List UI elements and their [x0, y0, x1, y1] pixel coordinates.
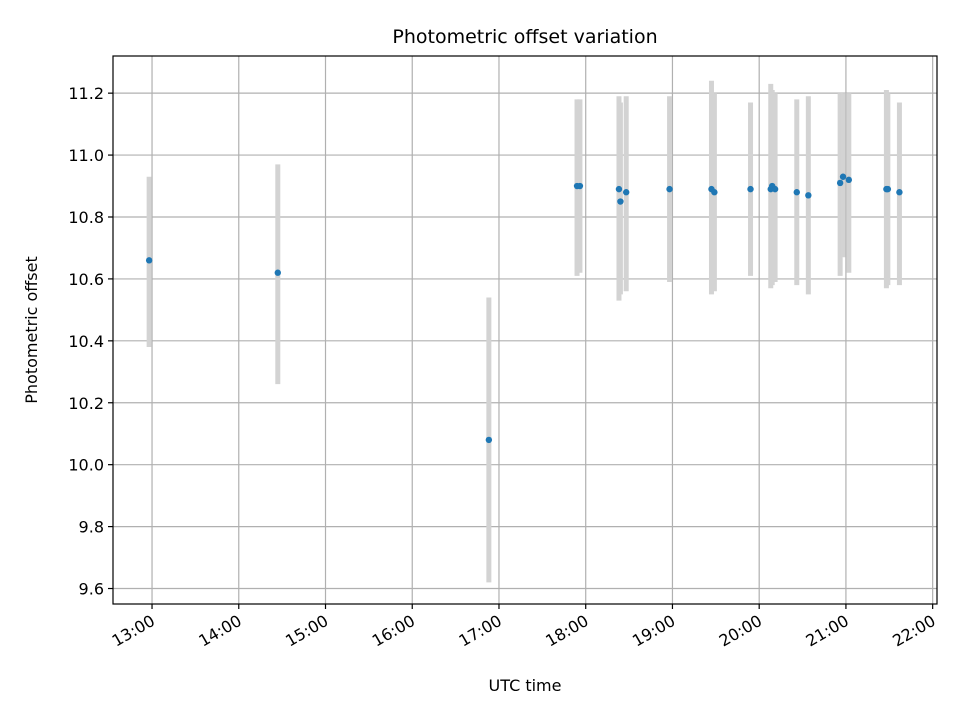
data-point [145, 257, 153, 264]
data-point [884, 185, 892, 193]
y-tick-label: 9.8 [79, 518, 104, 537]
data-point [622, 189, 630, 196]
data-point [485, 436, 493, 444]
y-tick-label: 10.4 [68, 332, 104, 351]
y-tick-label: 10.2 [68, 394, 104, 413]
y-tick-label: 11.0 [68, 146, 104, 165]
data-point [793, 189, 800, 196]
data-point [615, 185, 623, 193]
data-point [747, 185, 754, 193]
data-point [711, 189, 718, 196]
data-point [839, 173, 847, 180]
data-point [576, 182, 584, 190]
data-point [836, 179, 844, 187]
y-tick-label: 10.6 [68, 270, 104, 289]
data-points [145, 173, 903, 444]
data-point [617, 198, 624, 205]
data-point [666, 185, 673, 193]
plot-frame [112, 55, 938, 605]
y-axis-label: Photometric offset [22, 256, 41, 404]
data-point [274, 269, 281, 276]
y-tick-label: 9.6 [79, 580, 104, 599]
x-axis-label: UTC time [489, 676, 562, 695]
chart-title: Photometric offset variation [392, 26, 657, 48]
data-point [805, 192, 812, 199]
y-axis-ticks: 9.6 9.8 10.0 10.2 10.4 10.6 10.8 11.0 11.2 [68, 84, 113, 599]
y-tick-label: 10.8 [68, 208, 104, 227]
data-point [845, 176, 853, 184]
y-tick-label: 11.2 [68, 84, 104, 103]
data-point [771, 185, 779, 193]
grid-lines [113, 56, 937, 604]
y-tick-label: 10.0 [68, 456, 104, 475]
data-point [896, 189, 903, 196]
